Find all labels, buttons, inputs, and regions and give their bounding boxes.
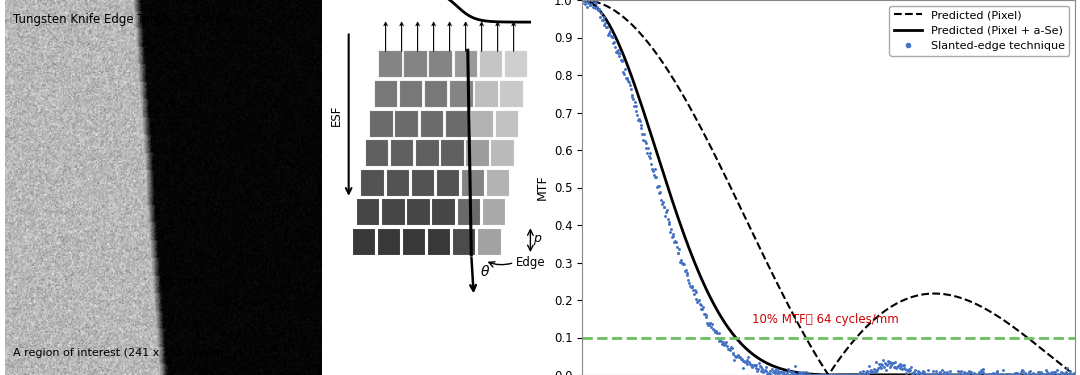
Text: $p$: $p$ [534,233,543,247]
Slanted-edge technique [948,373,961,375]
Text: $\theta$: $\theta$ [480,264,490,279]
Bar [369,110,393,136]
Bar [406,198,430,225]
Bar [410,169,434,196]
Bar [378,50,402,77]
Bar [441,139,463,166]
Bar [474,80,498,107]
Predicted (Pixel) [946,294,959,298]
Bar [374,80,397,107]
Bar [419,110,443,136]
Predicted (Pixel + a-Se) [576,0,589,2]
Bar [377,228,400,255]
Bar [486,169,510,196]
Bar [490,139,514,166]
Bar [477,228,500,255]
Slanted-edge technique [576,1,589,5]
Bar [431,198,455,225]
Predicted (Pixel + a-Se) [905,373,918,375]
Bar [427,228,450,255]
Slanted-edge technique [906,370,919,375]
Predicted (Pixel + a-Se) [663,189,676,194]
Legend: Predicted (Pixel), Predicted (Pixel + a-Se), Slanted-edge technique: Predicted (Pixel), Predicted (Pixel + a-… [890,6,1069,56]
Bar [453,228,475,255]
Bar [361,169,383,196]
Text: A region of interest (241 x 265 pixels): A region of interest (241 x 265 pixels) [13,348,224,358]
Bar [457,198,480,225]
Text: Edge: Edge [515,256,545,269]
Bar [352,228,375,255]
Bar [482,198,505,225]
Bar [478,50,502,77]
Bar [424,80,447,107]
Text: ESF: ESF [329,104,342,126]
Bar [449,80,473,107]
Slanted-edge technique [1068,373,1080,375]
Predicted (Pixel) [1068,373,1080,375]
Bar [454,50,477,77]
Bar [465,139,489,166]
Bar [356,198,379,225]
Bar [436,169,459,196]
Predicted (Pixel) [663,70,676,75]
Slanted-edge technique [664,230,677,234]
Slanted-edge technique [800,373,813,375]
Predicted (Pixel) [798,334,811,338]
Y-axis label: MTF: MTF [536,175,549,200]
Predicted (Pixel) [702,141,715,146]
Bar [503,50,527,77]
Bar [415,139,438,166]
Line: Slanted-edge technique: Slanted-edge technique [581,0,1076,375]
Slanted-edge technique [703,321,716,325]
Predicted (Pixel + a-Se) [1068,373,1080,375]
Predicted (Pixel) [866,319,879,323]
Bar [445,110,468,136]
Slanted-edge technique [765,373,778,375]
Predicted (Pixel) [576,0,589,2]
Text: 10% MTF： 64 cycles/mm: 10% MTF： 64 cycles/mm [752,313,899,326]
Bar [495,110,518,136]
Bar [403,50,427,77]
Predicted (Pixel) [905,295,918,300]
Bar [402,228,426,255]
Line: Predicted (Pixel + a-Se): Predicted (Pixel + a-Se) [582,0,1075,375]
Bar [365,139,389,166]
Slanted-edge technique [577,0,590,2]
Bar [429,50,451,77]
Slanted-edge technique [867,367,880,372]
Bar [394,110,418,136]
Bar [499,80,523,107]
Predicted (Pixel + a-Se) [702,292,715,297]
Bar [399,80,422,107]
Bar [381,198,405,225]
Line: Predicted (Pixel): Predicted (Pixel) [582,0,1075,375]
Predicted (Pixel + a-Se) [866,372,879,375]
Bar [390,139,414,166]
Predicted (Pixel + a-Se) [946,373,959,375]
Bar [461,169,484,196]
Bar [470,110,494,136]
Text: Tungsten Knife Edge Target @ 63keV: Tungsten Knife Edge Target @ 63keV [13,13,230,26]
Predicted (Pixel + a-Se) [798,371,811,375]
Bar [386,169,409,196]
